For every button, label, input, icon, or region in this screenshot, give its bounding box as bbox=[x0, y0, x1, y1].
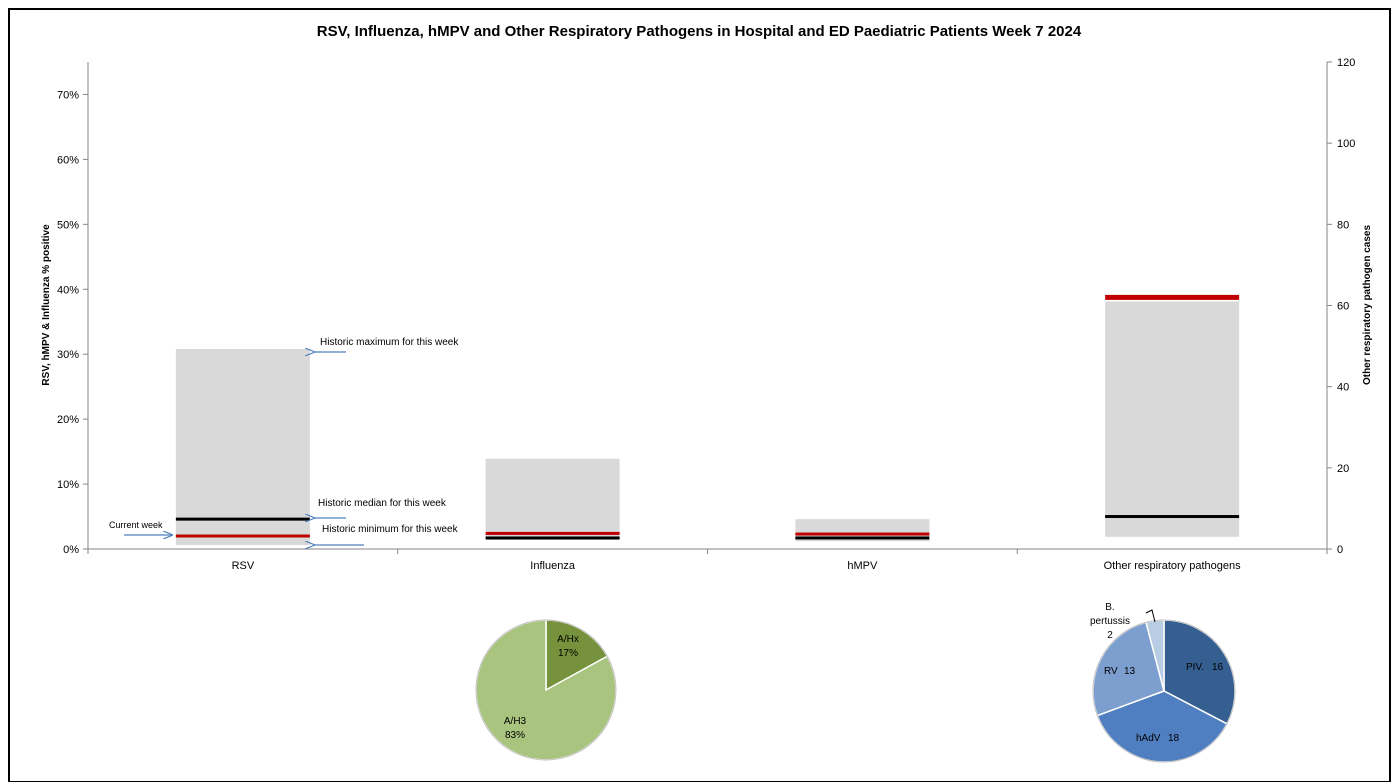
slice-label: B. bbox=[1105, 602, 1114, 613]
right-tick-label: 100 bbox=[1337, 138, 1355, 150]
slice-label: RV bbox=[1104, 666, 1118, 677]
current-annotation: Current week bbox=[109, 520, 163, 530]
slice-label: hAdV bbox=[1136, 733, 1161, 744]
slice-value: 18 bbox=[1168, 733, 1180, 744]
chart-title: RSV, Influenza, hMPV and Other Respirato… bbox=[317, 23, 1082, 40]
right-tick-label: 120 bbox=[1337, 57, 1355, 69]
category-label: Other respiratory pathogens bbox=[1104, 560, 1241, 572]
annotations: Historic maximum for this week Historic … bbox=[109, 337, 459, 545]
right-tick-label: 60 bbox=[1337, 301, 1349, 313]
pie-outline bbox=[1092, 619, 1236, 763]
historic-median-line bbox=[485, 536, 620, 540]
pie-outline bbox=[475, 619, 617, 761]
historic-median-line bbox=[795, 536, 930, 540]
left-y-ticks: 0% 10% 20% 30% 40% 50% 60% 70% bbox=[57, 89, 88, 556]
slice-value: 16 bbox=[1212, 662, 1224, 673]
leader-line bbox=[1145, 609, 1156, 623]
historic-range-bar bbox=[1105, 301, 1240, 537]
category-label: Influenza bbox=[530, 560, 576, 572]
historic-median-line bbox=[1105, 515, 1240, 519]
slice-value: 2 bbox=[1107, 630, 1113, 641]
right-tick-label: 40 bbox=[1337, 382, 1349, 394]
historic-range-bar bbox=[175, 349, 310, 546]
left-tick-label: 10% bbox=[57, 479, 79, 491]
right-y-ticks: 0 20 40 60 80 100 120 bbox=[1327, 57, 1355, 556]
right-tick-label: 0 bbox=[1337, 544, 1343, 556]
category-labels: RSV Influenza hMPV Other respiratory pathog… bbox=[232, 560, 1242, 572]
left-tick-label: 30% bbox=[57, 349, 79, 361]
median-annotation: Historic median for this week bbox=[318, 498, 447, 509]
slice-value: 83% bbox=[505, 730, 525, 741]
bar-series bbox=[175, 294, 1240, 546]
left-axis-label: RSV, hMPV & Influenza % positive bbox=[41, 224, 52, 386]
right-tick-label: 80 bbox=[1337, 219, 1349, 231]
min-annotation: Historic minimum for this week bbox=[322, 524, 459, 535]
current-week-line bbox=[485, 531, 620, 535]
historic-range-bar bbox=[485, 458, 620, 540]
slice-label: PIV. bbox=[1186, 662, 1204, 673]
left-tick-label: 60% bbox=[57, 154, 79, 166]
left-tick-label: 0% bbox=[63, 544, 79, 556]
slice-value: 17% bbox=[558, 648, 578, 659]
historic-range-bar bbox=[795, 519, 930, 542]
influenza-pie: A/Hx 17% A/H3 83% bbox=[475, 619, 617, 761]
historic-median-line bbox=[175, 517, 310, 521]
left-tick-label: 20% bbox=[57, 414, 79, 426]
slice-value: 13 bbox=[1124, 666, 1136, 677]
right-axis-label: Other respiratory pathogen cases bbox=[1362, 225, 1373, 385]
slice-label: A/Hx bbox=[557, 634, 579, 645]
current-week-line bbox=[1105, 294, 1240, 300]
slice-label: A/H3 bbox=[504, 716, 527, 727]
max-annotation: Historic maximum for this week bbox=[320, 337, 459, 348]
left-tick-label: 40% bbox=[57, 284, 79, 296]
left-tick-label: 50% bbox=[57, 219, 79, 231]
slice-label: pertussis bbox=[1090, 616, 1130, 627]
current-week-line bbox=[795, 532, 930, 536]
category-label: hMPV bbox=[847, 560, 878, 572]
left-tick-label: 70% bbox=[57, 89, 79, 101]
x-axis-ticks bbox=[87, 549, 1328, 554]
other-pathogens-pie: PIV. 16 hAdV 18 RV 13 B. pertussis 2 bbox=[1090, 602, 1236, 763]
category-label: RSV bbox=[232, 560, 255, 572]
right-tick-label: 20 bbox=[1337, 463, 1349, 475]
current-week-line bbox=[175, 534, 310, 538]
